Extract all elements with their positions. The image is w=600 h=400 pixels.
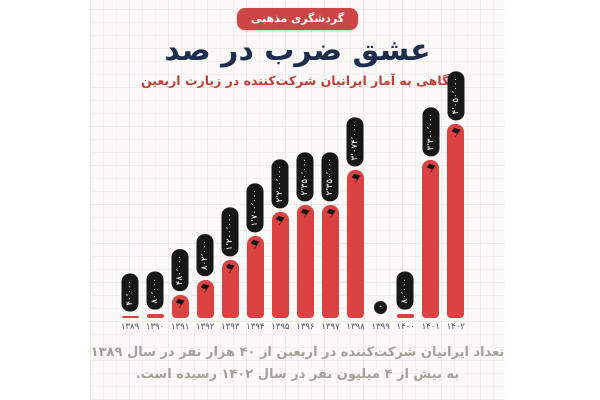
bar-column: ۸۰٬۰۰۰ ۱۴۰۰ [396,18,416,332]
bar: ⚑ [221,259,239,318]
year-label: ۱۳۹۴ [246,322,265,332]
black-flag-icon: ⚑ [346,169,364,187]
bar [121,316,139,318]
bar-column: ۴۸۰٬۰۰۰ ⚑ ۱۳۹۱ [170,18,190,332]
bar-column: ۸۰۲٬۰۰۰ ⚑ ۱۳۹۲ [195,18,215,332]
bar [146,314,164,318]
bar-column: ۲٬۳۵۰٬۰۰۰ ⚑ ۱۳۹۶ [295,18,315,332]
bar: ⚑ [271,211,289,318]
black-flag-icon: ⚑ [196,279,213,297]
page-title: عشق ضرب در صد [164,33,431,68]
bar-column: ۲٬۳۵۰٬۰۰۰ ⚑ ۱۳۹۷ [321,18,341,332]
bar-column: ۸۰٬۰۰۰ ۱۳۹۰ [145,18,165,332]
bar-column: ۲٬۲۰۰٬۰۰۰ ⚑ ۱۳۹۵ [270,18,290,332]
year-label: ۱۳۹۷ [321,322,340,332]
year-label: ۱۴۰۰ [396,322,415,332]
bar [397,314,415,318]
black-flag-icon: ⚑ [271,211,289,229]
bar: ⚑ [246,235,264,318]
bar-column: ۳٬۳۰۰٬۰۰۰ ⚑ ۱۴۰۱ [421,18,441,332]
bar-column: ۳٬۰۷۴٬۰۰۰ ⚑ ۱۳۹۸ [346,18,366,332]
black-flag-icon: ⚑ [171,294,188,312]
category-badge: گردشگری مذهبی [236,8,359,30]
value-capsule: ۲٬۳۵۰٬۰۰۰ [297,151,314,201]
black-flag-icon: ⚑ [221,259,239,277]
value-capsule: ۸۰٬۰۰۰ [397,272,414,310]
value-capsule: ۴۸۰٬۰۰۰ [171,248,189,291]
infographic-card: گردشگری مذهبی عشق ضرب در صد نگاهی به آما… [90,0,505,400]
bar: ⚑ [196,279,214,318]
footer-note-line2: به بیش از ۴ میلیون نفر در سال ۱۴۰۲ رسیده… [135,366,460,382]
bar-column: ۴۰٬۰۰۰ ۱۳۸۹ [120,18,140,332]
value-capsule: ۱٬۲۰۰٬۰۰۰ [222,206,239,256]
year-label: ۱۳۹۲ [196,322,215,332]
year-label: ۱۳۸۹ [120,322,140,332]
black-flag-icon: ⚑ [246,235,264,253]
bar-column: ۱٬۷۰۰٬۰۰۰ ⚑ ۱۳۹۴ [245,18,265,332]
bar: ⚑ [321,204,339,318]
value-capsule: ۱٬۷۰۰٬۰۰۰ [247,182,264,232]
bar: ⚑ [171,294,189,318]
value-capsule: ۰ [374,301,388,314]
year-label: ۱۳۹۱ [170,322,190,332]
bar-column: ۱٬۲۰۰٬۰۰۰ ⚑ ۱۳۹۳ [220,18,240,332]
bar-chart: ۴۰٬۰۰۰ ۱۳۸۹ ۸۰٬۰۰۰ ۱۳۹۰ ۴۸۰٬۰۰۰ ⚑ ۱۳۹۱ ۸۰۲٬۰۰۰ ⚑… [120,18,466,332]
value-capsule: ۲٬۲۰۰٬۰۰۰ [272,158,289,208]
year-label: ۱۳۹۳ [221,322,240,332]
black-flag-icon: ⚑ [421,159,439,177]
footer-note-line1: تعداد ایرانیان شرکت‌کننده در اربعین از ۴… [90,344,505,360]
value-capsule: ۲٬۳۵۰٬۰۰۰ [322,151,339,201]
page-subtitle: نگاهی به آمار ایرانیان شرکت‌کننده در زیا… [141,72,454,88]
value-capsule: ۴۰٬۰۰۰ [121,274,139,312]
bar: ⚑ [346,169,365,318]
black-flag-icon: ⚑ [296,204,314,222]
year-label: ۱۴۰۲ [446,322,465,332]
bar: ⚑ [446,123,465,318]
bar: ⚑ [296,204,314,318]
value-capsule: ۸۰٬۰۰۰ [146,272,164,310]
value-capsule: ۳٬۳۰۰٬۰۰۰ [422,106,439,156]
year-label: ۱۴۰۱ [421,322,440,332]
value-capsule: ۴٬۰۵۰٬۰۰۰ [447,70,465,120]
black-flag-icon: ⚑ [446,123,464,141]
black-flag-icon: ⚑ [321,204,339,222]
bar-column: ۰ ۱۳۹۹ [371,18,391,332]
value-capsule: ۸۰۲٬۰۰۰ [196,233,214,276]
bar: ⚑ [421,159,440,318]
year-label: ۱۳۹۵ [271,322,290,332]
bar-column: ۴٬۰۵۰٬۰۰۰ ⚑ ۱۴۰۲ [446,18,466,332]
year-label: ۱۳۹۰ [145,322,165,332]
year-label: ۱۳۹۸ [346,322,365,332]
footer-note: تعداد ایرانیان شرکت‌کننده در اربعین از ۴… [90,342,505,386]
value-capsule: ۳٬۰۷۴٬۰۰۰ [347,116,364,166]
header: گردشگری مذهبی عشق ضرب در صد نگاهی به آما… [90,0,505,88]
year-label: ۱۳۹۶ [296,322,315,332]
year-label: ۱۳۹۹ [371,322,390,332]
